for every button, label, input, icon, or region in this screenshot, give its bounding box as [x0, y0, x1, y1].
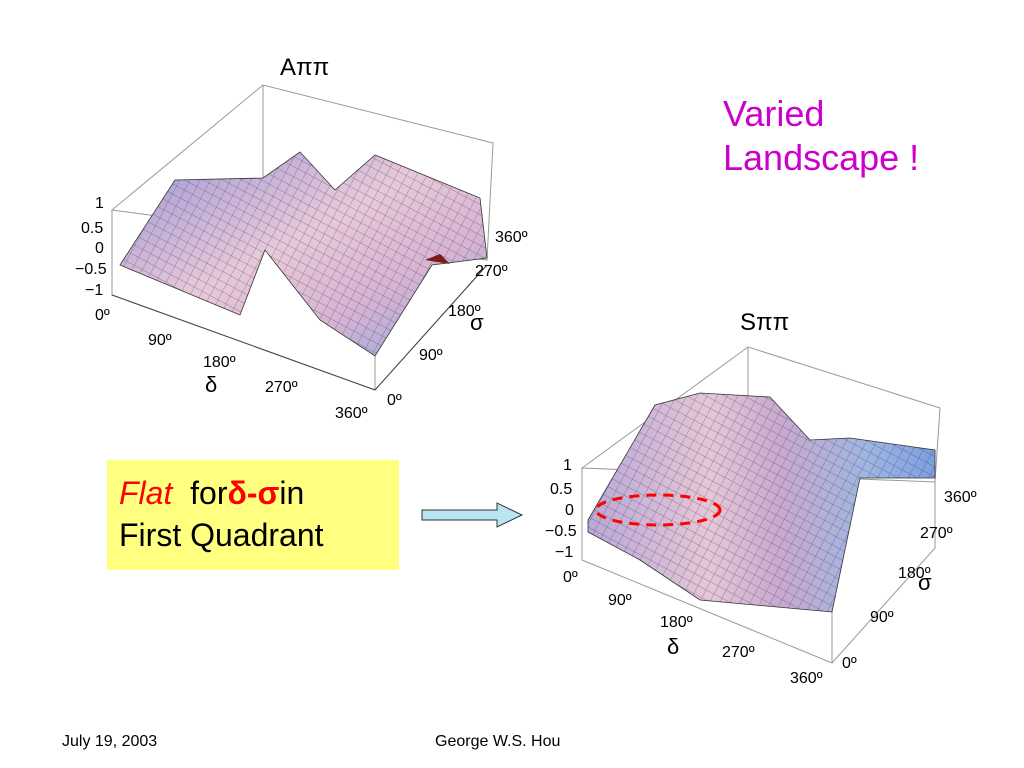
a-pipi-surface [119, 151, 488, 357]
a-pipi-sigma-tick: 90º [419, 347, 443, 364]
headline: Varied Landscape ! [723, 92, 919, 180]
s-pipi-title: Sππ [740, 309, 789, 336]
callout-flat: Flat [119, 475, 173, 511]
callout-line-2: First Quadrant [119, 517, 324, 553]
s-pipi-delta-tick: 90º [608, 592, 632, 609]
s-pipi-delta-tick: 180º [660, 614, 693, 631]
headline-line-1: Varied [723, 93, 825, 134]
s-pipi-z-tick: 1 [563, 457, 572, 474]
callout-delta-sigma: δ-σ [227, 475, 280, 511]
a-pipi-z-tick: 0.5 [81, 220, 103, 237]
a-pipi-delta-tickmarks [111, 264, 488, 391]
a-pipi-delta-tick: 360º [335, 405, 368, 422]
s-pipi-z-tick: −1 [555, 544, 573, 561]
footer-date: July 19, 2003 [62, 733, 158, 750]
flat-callout-box: Flat forδ-σin First Quadrant [107, 460, 399, 570]
footer-author: George W.S. Hou [435, 733, 561, 750]
s-pipi-delta-tick: 270º [722, 644, 755, 661]
s-pipi-surface [587, 392, 936, 613]
s-pipi-delta-label: δ [667, 634, 679, 659]
a-pipi-sigma-label: σ [470, 310, 484, 335]
headline-line-2: Landscape ! [723, 137, 920, 178]
a-pipi-delta-label: δ [205, 372, 217, 397]
arrow-right-icon [421, 502, 524, 528]
flat-region-highlight [594, 493, 722, 527]
callout-line-1: Flat forδ-σin [119, 472, 399, 514]
s-pipi-delta-tick: 0º [563, 569, 578, 586]
s-pipi-sigma-tick: 180º [898, 565, 931, 582]
s-pipi-z-tick: 0.5 [550, 481, 572, 498]
a-pipi-labels: Aππ 1 0.5 0 −0.5 −1 0º 90º 180º 270º 360… [75, 54, 528, 422]
a-pipi-z-tick: −0.5 [75, 261, 107, 278]
s-pipi-z-tick: 0 [565, 502, 574, 519]
a-pipi-sigma-tick: 270º [475, 263, 508, 280]
s-pipi-sigma-tick: 360º [944, 489, 977, 506]
a-pipi-z-tick: 0 [95, 240, 104, 257]
s-pipi-labels: Sππ 1 0.5 0 −0.5 −1 0º 90º 180º 270º 360… [545, 309, 977, 687]
s-pipi-sigma-label: σ [918, 570, 932, 595]
a-pipi-delta-tick: 180º [203, 354, 236, 371]
s-pipi-sigma-tick: 0º [842, 655, 857, 672]
a-pipi-delta-tick: 90º [148, 332, 172, 349]
a-pipi-sigma-tick: 180º [448, 303, 481, 320]
s-pipi-delta-tick: 360º [790, 670, 823, 687]
a-pipi-sigma-tick: 360º [495, 229, 528, 246]
a-pipi-delta-tick: 0º [95, 307, 110, 324]
a-pipi-sigma-tick: 0º [387, 392, 402, 409]
a-pipi-z-tick: 1 [95, 195, 104, 212]
callout-in: in [279, 475, 305, 511]
a-pipi-title: Aππ [280, 54, 329, 81]
s-pipi-sigma-tick: 270º [920, 525, 953, 542]
a-pipi-z-tick: −1 [85, 282, 103, 299]
s-pipi-sigma-tick: 90º [870, 609, 894, 626]
s-pipi-z-tick: −0.5 [545, 523, 577, 540]
a-pipi-delta-tick: 270º [265, 379, 298, 396]
callout-for: for [190, 475, 228, 511]
